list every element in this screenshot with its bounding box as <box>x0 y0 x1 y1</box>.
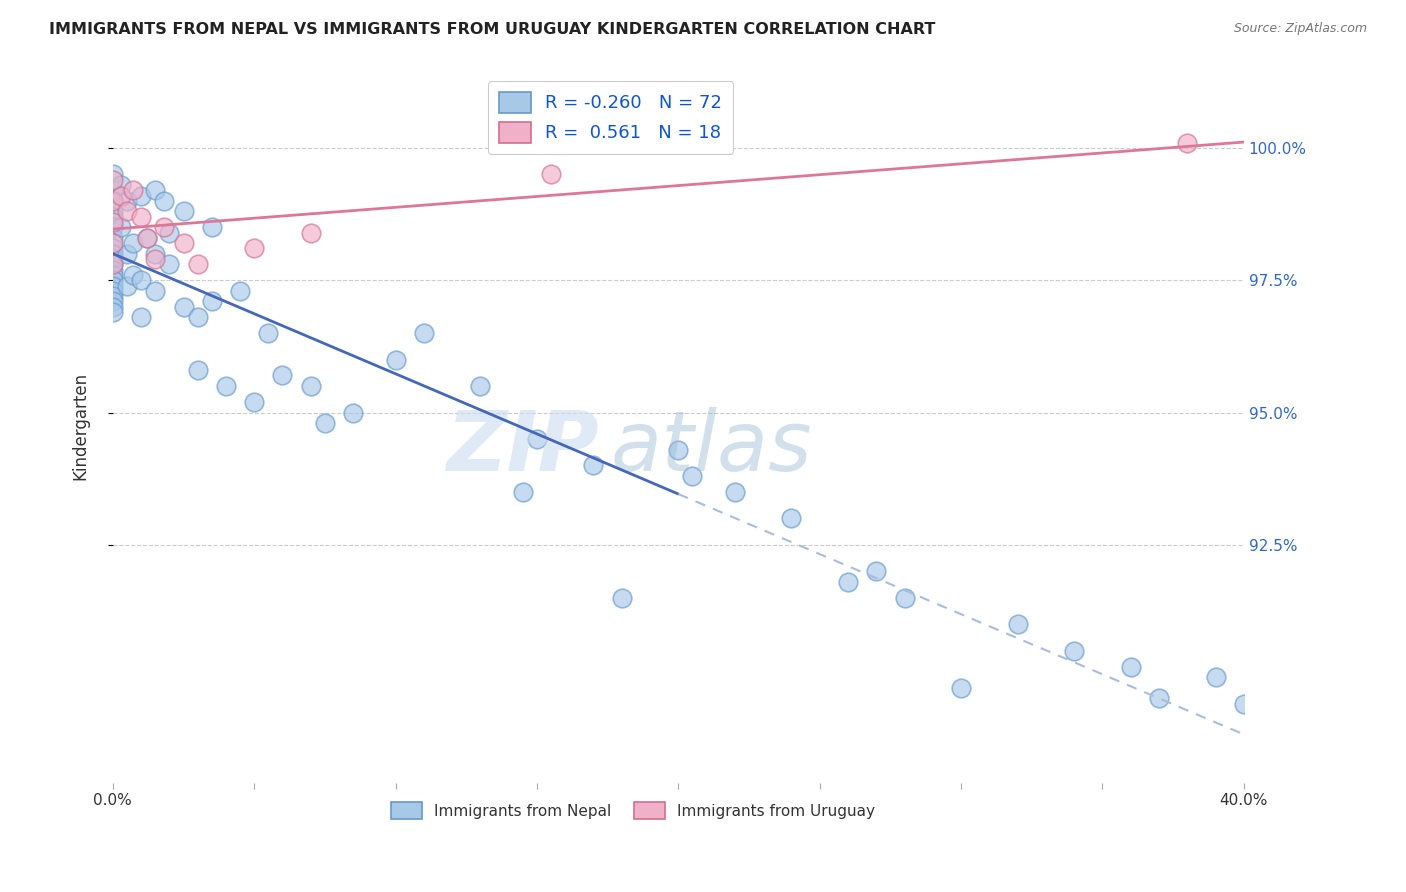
Point <box>101 210 124 224</box>
Point <box>101 284 124 298</box>
Point <box>342 405 364 419</box>
Point <box>115 278 138 293</box>
Point <box>173 236 195 251</box>
Point <box>837 574 859 589</box>
Point <box>1119 659 1142 673</box>
Point <box>1205 670 1227 684</box>
Point <box>893 591 915 605</box>
Point <box>780 511 803 525</box>
Point <box>299 379 322 393</box>
Point <box>129 210 152 224</box>
Point <box>101 220 124 235</box>
Point <box>157 226 180 240</box>
Point <box>173 300 195 314</box>
Point <box>135 231 157 245</box>
Point <box>101 246 124 260</box>
Point <box>115 204 138 219</box>
Point <box>101 289 124 303</box>
Point <box>115 246 138 260</box>
Point <box>610 591 633 605</box>
Point <box>101 268 124 282</box>
Point <box>1063 644 1085 658</box>
Point <box>101 273 124 287</box>
Point <box>101 236 124 251</box>
Point <box>271 368 294 383</box>
Point <box>243 395 266 409</box>
Point <box>470 379 492 393</box>
Point <box>101 257 124 271</box>
Point <box>143 252 166 266</box>
Point <box>950 681 973 695</box>
Point <box>1175 136 1198 150</box>
Point <box>201 220 224 235</box>
Point <box>724 485 747 500</box>
Legend: Immigrants from Nepal, Immigrants from Uruguay: Immigrants from Nepal, Immigrants from U… <box>385 796 882 825</box>
Point <box>101 242 124 256</box>
Point <box>143 284 166 298</box>
Point <box>135 231 157 245</box>
Point <box>157 257 180 271</box>
Point <box>101 278 124 293</box>
Point <box>1147 691 1170 706</box>
Point <box>115 194 138 208</box>
Point <box>243 242 266 256</box>
Text: Source: ZipAtlas.com: Source: ZipAtlas.com <box>1233 22 1367 36</box>
Point <box>101 257 124 271</box>
Point <box>865 565 887 579</box>
Point <box>129 273 152 287</box>
Point <box>121 183 143 197</box>
Point <box>129 188 152 202</box>
Point <box>101 215 124 229</box>
Point <box>110 178 132 192</box>
Point <box>101 194 124 208</box>
Point <box>110 188 132 202</box>
Point <box>121 268 143 282</box>
Point <box>101 305 124 319</box>
Point <box>384 352 406 367</box>
Point <box>201 294 224 309</box>
Point <box>101 252 124 266</box>
Point <box>1007 617 1029 632</box>
Point <box>299 226 322 240</box>
Point <box>101 231 124 245</box>
Point <box>129 310 152 325</box>
Point <box>101 183 124 197</box>
Point <box>110 220 132 235</box>
Point <box>1233 697 1256 711</box>
Point <box>101 172 124 186</box>
Point <box>540 167 562 181</box>
Point <box>666 442 689 457</box>
Point <box>143 183 166 197</box>
Point <box>101 300 124 314</box>
Point <box>257 326 280 340</box>
Point <box>173 204 195 219</box>
Point <box>412 326 434 340</box>
Point <box>229 284 252 298</box>
Point <box>152 194 174 208</box>
Point <box>314 416 336 430</box>
Text: ZIP: ZIP <box>447 407 599 488</box>
Point <box>101 204 124 219</box>
Y-axis label: Kindergarten: Kindergarten <box>72 372 89 480</box>
Point <box>681 469 703 483</box>
Point <box>121 236 143 251</box>
Point <box>215 379 238 393</box>
Point <box>582 458 605 473</box>
Point <box>187 257 209 271</box>
Point <box>187 363 209 377</box>
Text: IMMIGRANTS FROM NEPAL VS IMMIGRANTS FROM URUGUAY KINDERGARTEN CORRELATION CHART: IMMIGRANTS FROM NEPAL VS IMMIGRANTS FROM… <box>49 22 935 37</box>
Point <box>101 167 124 181</box>
Point <box>143 246 166 260</box>
Text: atlas: atlas <box>610 407 813 488</box>
Point <box>152 220 174 235</box>
Point <box>101 294 124 309</box>
Point <box>101 262 124 277</box>
Point <box>512 485 534 500</box>
Point <box>526 432 548 446</box>
Point <box>101 194 124 208</box>
Point <box>187 310 209 325</box>
